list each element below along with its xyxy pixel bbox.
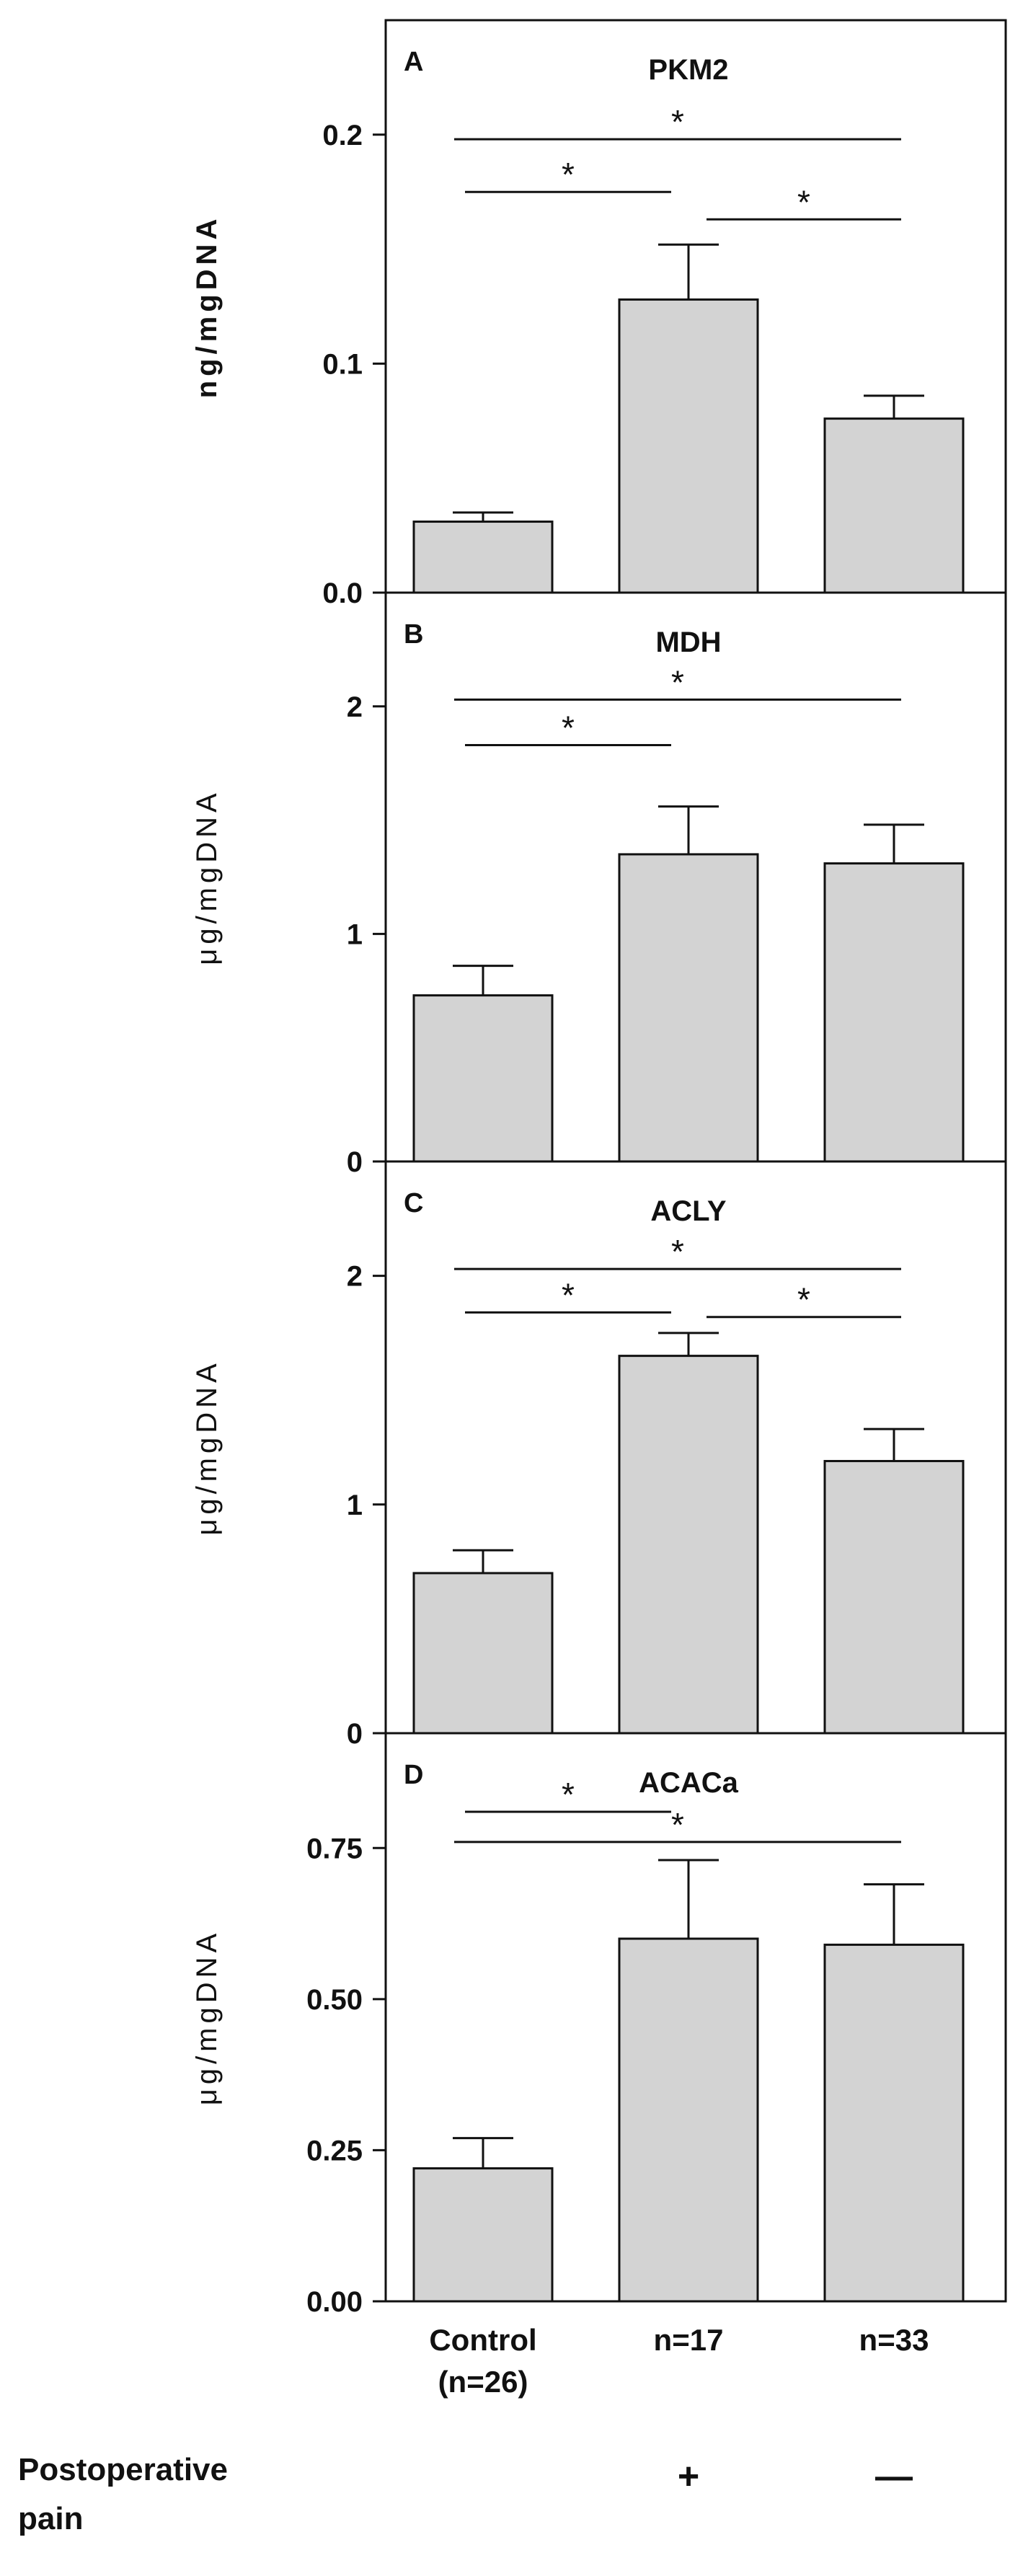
y-tick-label: 0 <box>347 1718 363 1750</box>
chart-panel-c: C ACLY 0 1 2 μg/mgDNA * * * <box>191 1160 1007 1750</box>
y-tick-label: 0 <box>347 1146 363 1178</box>
category-label: n=33 <box>859 2323 929 2357</box>
bar <box>618 853 759 1163</box>
y-axis-label: μg/mgDNA <box>191 789 223 965</box>
category-sublabel: (n=26) <box>438 2365 528 2399</box>
bar <box>618 298 759 594</box>
y-tick-label: 1 <box>347 919 363 950</box>
footer-postoperative-pain: Postoperative pain + — <box>18 2452 913 2536</box>
y-tick-label: 0.2 <box>322 120 363 151</box>
panel-title: ACLY <box>650 1195 727 1227</box>
chart-panel-d: D ACACa 0.00 0.25 0.50 0.75 μg/mgDNA * * <box>191 1732 1007 2318</box>
bar <box>618 1355 759 1735</box>
panel-letter: D <box>404 1760 423 1790</box>
significance-star: * <box>671 103 684 141</box>
y-tick-label: 0.0 <box>322 577 363 609</box>
bar <box>618 1937 759 2303</box>
panel-letter: B <box>404 619 423 650</box>
footer-sign: + <box>678 2456 699 2497</box>
significance-star: * <box>562 709 575 746</box>
panel-letter: A <box>404 47 423 77</box>
y-axis-label: ng/mgDNA <box>191 215 223 399</box>
significance-star: * <box>562 1776 575 1813</box>
y-tick-label: 0.25 <box>306 2135 363 2166</box>
y-tick-label: 2 <box>347 1261 363 1293</box>
panel-title: PKM2 <box>648 54 728 86</box>
chart-panel-a: A PKM2 0.0 0.1 0.2 ng/mgDNA * * * <box>191 19 1007 609</box>
bar <box>823 417 965 594</box>
y-tick-label: 2 <box>347 691 363 723</box>
significance-star: * <box>797 1281 810 1319</box>
category-label: Control <box>429 2323 536 2357</box>
bar <box>412 994 554 1163</box>
bar <box>412 521 554 594</box>
bar <box>823 1460 965 1735</box>
footer-sign: — <box>875 2456 913 2497</box>
panel-title: ACACa <box>639 1767 739 1799</box>
y-tick-label: 0.1 <box>322 348 363 380</box>
bar <box>823 1943 965 2303</box>
footer-label-line1: Postoperative <box>18 2452 228 2487</box>
category-label: n=17 <box>654 2323 724 2357</box>
bar <box>823 862 965 1163</box>
panel-letter: C <box>404 1188 423 1218</box>
bar <box>412 1572 554 1735</box>
significance-star: * <box>797 183 810 221</box>
significance-star: * <box>671 1806 684 1844</box>
chart-panel-b: B MDH 0 1 2 μg/mgDNA * * <box>191 591 1007 1178</box>
y-tick-label: 0.00 <box>306 2286 363 2318</box>
y-tick-label: 0.75 <box>306 1833 363 1864</box>
significance-star: * <box>671 663 684 701</box>
significance-star: * <box>562 156 575 193</box>
y-tick-label: 0.50 <box>306 1984 363 2016</box>
footer-label-line2: pain <box>18 2501 83 2536</box>
y-axis-label: μg/mgDNA <box>191 1929 223 2105</box>
significance-star: * <box>562 1276 575 1314</box>
chart-panels: A PKM2 0.0 0.1 0.2 ng/mgDNA * * * B MDH 0 1 2 μg/mgDNA… <box>191 19 1007 2318</box>
x-axis-categories: Control (n=26) n=17 n=33 <box>429 2323 929 2399</box>
panel-title: MDH <box>655 627 721 658</box>
y-axis-label: μg/mgDNA <box>191 1359 223 1535</box>
bar <box>412 2167 554 2303</box>
y-tick-label: 1 <box>347 1490 363 1521</box>
significance-star: * <box>671 1233 684 1270</box>
